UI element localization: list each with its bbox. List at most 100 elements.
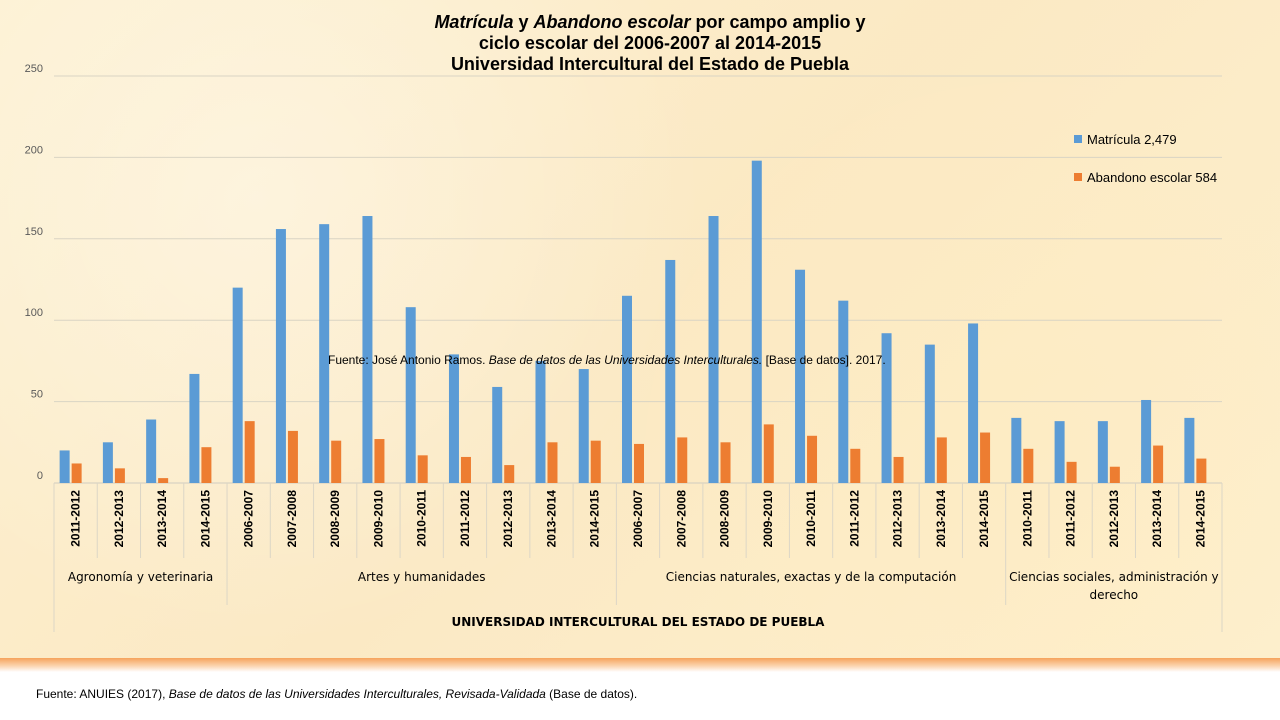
chart-title: Matrícula y Abandono escolar por campo a…	[340, 12, 960, 75]
x-tick-label: 2014-2015	[977, 490, 991, 548]
bar-matricula	[881, 333, 892, 483]
x-tick-label: 2013-2014	[155, 490, 169, 548]
legend-swatch-matricula	[1074, 135, 1082, 143]
bar-matricula	[1011, 417, 1022, 483]
y-tick-label: 150	[25, 226, 43, 238]
bar-abandono	[244, 421, 255, 483]
bar-matricula	[232, 287, 243, 483]
x-tick-label: 2013-2014	[1150, 490, 1164, 548]
title-line-1-tail: por campo amplio y	[690, 12, 866, 32]
bar-abandono	[936, 437, 947, 483]
x-tick-label: 2011-2012	[69, 490, 83, 547]
bar-abandono	[114, 468, 125, 483]
group-label: Ciencias naturales, exactas y de la comp…	[666, 570, 957, 584]
source-footnote: Fuente: ANUIES (2017), Base de datos de …	[36, 687, 637, 701]
overlay-note-suffix: [Base de datos]. 2017.	[762, 353, 886, 367]
bar-abandono	[417, 455, 428, 483]
bar-matricula	[708, 216, 719, 483]
bottom-decorative-band	[0, 658, 1280, 672]
x-tick-label: 2013-2014	[934, 490, 948, 548]
bar-abandono	[1109, 466, 1120, 483]
x-tick-label: 2010-2011	[415, 490, 429, 547]
bar-matricula	[1184, 417, 1195, 483]
bar-abandono	[504, 465, 515, 483]
y-tick-label: 250	[25, 63, 43, 75]
source-note-prefix: Fuente: ANUIES (2017),	[36, 687, 169, 701]
bar-matricula	[492, 386, 503, 483]
bar-matricula	[146, 419, 157, 483]
bar-abandono	[807, 435, 818, 483]
x-tick-label: 2011-2012	[458, 490, 472, 547]
bar-matricula	[319, 224, 330, 483]
bar-matricula	[968, 323, 979, 483]
x-tick-label: 2008-2009	[328, 490, 342, 548]
title-line-1: Matrícula y Abandono escolar por campo a…	[340, 12, 960, 33]
source-note-italic: Base de datos de las Universidades Inter…	[168, 687, 546, 701]
bar-abandono	[201, 447, 212, 483]
x-tick-label: 2007-2008	[285, 490, 299, 548]
x-tick-label: 2014-2015	[1193, 490, 1207, 548]
title-italic-abandono: Abandono escolar	[533, 12, 691, 32]
bar-matricula	[665, 259, 676, 483]
source-note-suffix: (Base de datos).	[545, 687, 638, 701]
y-tick-label: 200	[25, 144, 43, 156]
chart-source-overlay: Fuente: José Antonio Ramos. Base de dato…	[328, 353, 886, 367]
bar-matricula	[924, 344, 935, 483]
bar-abandono	[71, 463, 82, 483]
bar-matricula	[795, 269, 806, 483]
bar-abandono	[1196, 458, 1207, 483]
bar-matricula	[405, 307, 416, 483]
title-line-2: ciclo escolar del 2006-2007 al 2014-2015	[478, 33, 822, 53]
bar-abandono	[374, 439, 385, 483]
legend-label-matricula: Matrícula 2,479	[1087, 132, 1177, 147]
bar-abandono	[287, 430, 298, 483]
bar-matricula	[189, 373, 200, 483]
x-tick-label: 2014-2015	[198, 490, 212, 548]
bar-abandono	[1066, 461, 1077, 483]
bar-abandono	[331, 440, 342, 483]
bar-matricula	[578, 369, 589, 483]
legend-label-abandono: Abandono escolar 584	[1087, 170, 1218, 185]
bar-abandono	[158, 478, 169, 483]
x-tick-label: 2011-2012	[847, 490, 861, 547]
y-tick-label: 0	[37, 470, 43, 482]
x-tick-label: 2009-2010	[371, 490, 385, 548]
bar-matricula	[1141, 399, 1152, 483]
bar-matricula	[102, 442, 113, 483]
overlay-note-italic: Base de datos de las Universidades Inter…	[488, 353, 763, 367]
x-tick-label: 2010-2011	[1020, 490, 1034, 547]
x-tick-label: 2011-2012	[1064, 490, 1078, 547]
x-tick-label: 2007-2008	[674, 490, 688, 548]
bar-abandono	[1153, 445, 1164, 483]
bar-matricula	[838, 300, 849, 483]
bar-matricula	[362, 216, 373, 483]
title-italic-matricula: Matrícula	[434, 12, 514, 32]
bar-abandono	[547, 442, 558, 483]
bar-abandono	[850, 448, 861, 483]
legend-swatch-abandono	[1074, 173, 1082, 181]
bar-abandono	[763, 424, 774, 483]
bar-matricula	[448, 354, 459, 483]
x-tick-label: 2014-2015	[588, 490, 602, 548]
y-tick-label: 100	[25, 307, 43, 319]
group-label: Artes y humanidades	[358, 570, 486, 584]
bar-matricula	[535, 360, 546, 483]
title-conjunction: y	[513, 12, 534, 32]
x-tick-label: 2012-2013	[501, 490, 515, 548]
x-tick-label: 2012-2013	[1107, 490, 1121, 548]
outer-group-label: UNIVERSIDAD INTERCULTURAL DEL ESTADO DE …	[452, 615, 826, 629]
overlay-note-prefix: Fuente: José Antonio Ramos.	[328, 353, 489, 367]
bar-matricula	[275, 229, 286, 483]
group-label: Ciencias sociales, administración y	[1009, 570, 1219, 584]
x-tick-label: 2006-2007	[631, 490, 645, 548]
group-label: derecho	[1090, 588, 1139, 602]
bar-abandono	[720, 442, 731, 483]
legend-item-abandono: Abandono escolar 584	[1074, 170, 1217, 185]
x-tick-label: 2013-2014	[544, 490, 558, 548]
bar-matricula	[622, 295, 632, 483]
x-tick-label: 2008-2009	[718, 490, 732, 548]
x-tick-label: 2006-2007	[242, 490, 256, 548]
bar-matricula	[1097, 421, 1108, 483]
x-tick-label: 2012-2013	[112, 490, 126, 548]
title-line-3: Universidad Intercultural del Estado de …	[450, 54, 850, 74]
